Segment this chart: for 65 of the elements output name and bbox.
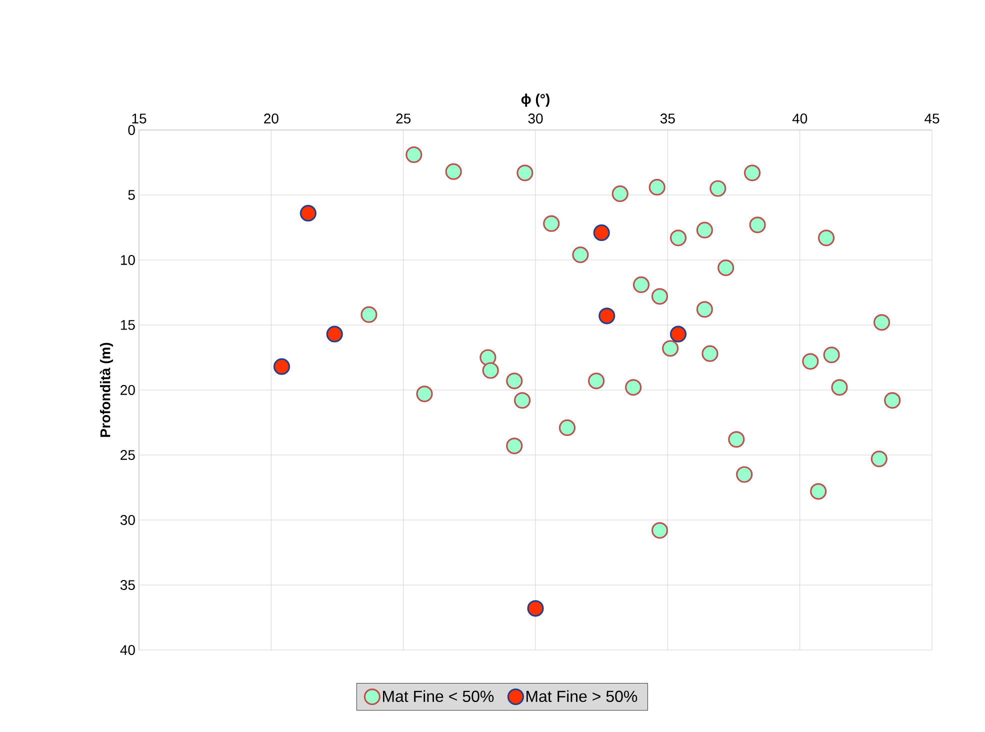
point	[818, 230, 835, 246]
point	[702, 345, 718, 362]
point	[326, 326, 343, 342]
point	[873, 314, 890, 331]
point	[648, 178, 666, 196]
y-tick-label: 30	[120, 515, 135, 525]
x-tick-label: 25	[396, 114, 411, 124]
point	[543, 215, 560, 232]
point	[802, 353, 819, 370]
point	[506, 372, 523, 390]
point	[273, 358, 290, 375]
point	[527, 600, 544, 617]
point	[736, 466, 753, 483]
point	[598, 308, 616, 324]
y-tick-label: 15	[120, 320, 135, 330]
legend-label: Mat Fine > 50%	[526, 690, 638, 702]
point	[670, 230, 687, 246]
x-axis-title: ϕ (°)	[521, 94, 550, 107]
point	[612, 185, 628, 202]
y-tick-label: 25	[120, 450, 135, 460]
point	[588, 372, 605, 390]
point	[482, 362, 499, 379]
y-tick-label: 10	[120, 255, 135, 265]
point	[558, 419, 576, 436]
point	[360, 306, 378, 323]
point	[696, 301, 713, 318]
point	[445, 163, 462, 180]
point	[728, 431, 745, 448]
x-tick-label: 20	[264, 114, 278, 124]
point	[718, 260, 734, 276]
point	[670, 326, 687, 342]
x-tick-label: 35	[660, 114, 675, 124]
legend-label: Mat Fine < 50%	[383, 690, 494, 702]
point	[516, 164, 534, 182]
point	[416, 386, 433, 402]
y-tick-label: 35	[120, 580, 135, 590]
y-tick-label: 0	[128, 125, 135, 135]
point	[884, 392, 901, 409]
point	[514, 392, 531, 409]
x-tick-label: 30	[528, 114, 543, 124]
point	[810, 483, 827, 500]
y-axis-title: Profondità (m)	[100, 342, 114, 437]
point	[651, 522, 668, 539]
point	[593, 224, 610, 242]
point	[406, 146, 422, 164]
point	[572, 246, 589, 264]
point	[480, 349, 496, 366]
point	[823, 346, 840, 364]
point	[870, 450, 888, 468]
y-tick-label: 5	[128, 190, 135, 200]
x-tick-label: 45	[924, 114, 940, 124]
point	[749, 216, 766, 234]
x-tick-label: 40	[792, 114, 808, 124]
point	[710, 180, 726, 197]
point	[651, 288, 668, 305]
point	[662, 340, 679, 357]
point	[506, 438, 523, 454]
point	[744, 164, 761, 182]
point	[300, 204, 316, 222]
y-tick-label: 20	[120, 385, 135, 395]
point	[831, 379, 848, 396]
y-tick-label: 40	[120, 645, 135, 655]
point	[625, 379, 642, 396]
point	[632, 276, 650, 294]
point	[696, 222, 713, 238]
